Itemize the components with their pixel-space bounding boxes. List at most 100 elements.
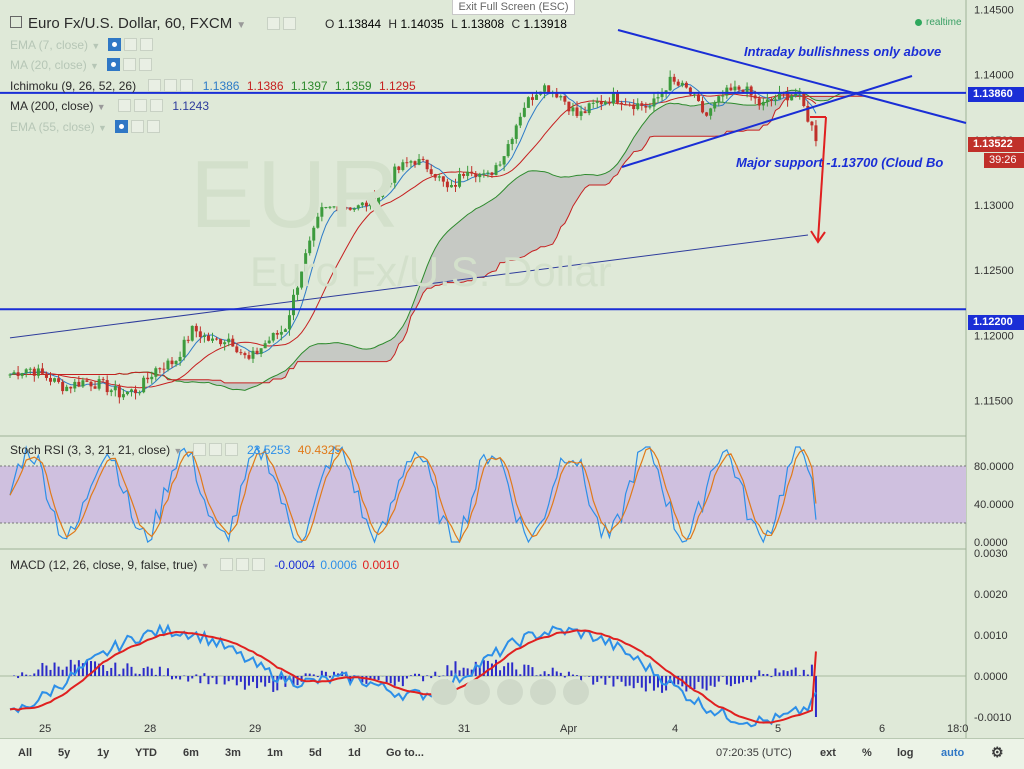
eye-icon[interactable] [114,120,128,133]
candle-body [49,377,52,382]
clock-readout[interactable]: 07:20:35 (UTC) [716,747,792,759]
annotation-support[interactable]: Major support -1.13700 (Cloud Bo [736,155,944,170]
candle-body [790,95,794,101]
candle-body [409,161,413,163]
eye-icon[interactable] [133,99,147,112]
settings-icon[interactable] [148,79,162,92]
range-5d[interactable]: 5d [309,747,322,759]
ext-button[interactable]: ext [820,747,836,759]
indicator-ichimoku[interactable]: Ichimoku (9, 26, 52, 26) 1.1386 1.1386 1… [10,79,416,93]
log-button[interactable]: log [897,747,914,759]
candle-body [219,338,223,345]
goto-button[interactable]: Go to... [386,747,424,759]
indicator-ema55[interactable]: EMA (55, close) ▼ [10,120,160,134]
candle-body [105,380,109,393]
indicator-ma20[interactable]: MA (20, close) ▼ [10,58,152,72]
close-icon[interactable] [252,558,266,571]
chart-canvas[interactable]: 1.145001.140001.135001.130001.125001.120… [0,0,1024,738]
settings-icon[interactable] [122,58,136,71]
candle-body [729,87,733,91]
candle-body [713,102,717,109]
candle-body [61,381,65,392]
candle-body [178,356,182,361]
eye-icon[interactable] [106,58,120,71]
percent-button[interactable]: % [862,747,872,759]
candle-body [441,176,445,182]
candle-body [745,86,749,94]
range-ytd[interactable]: YTD [135,747,157,759]
candle-body [377,196,381,206]
settings-icon[interactable] [124,38,138,51]
close-icon[interactable] [149,99,163,112]
candle-body [421,158,425,160]
scroll-right-icon[interactable] [563,679,589,705]
candle-body [215,338,219,340]
candle-body [684,82,688,88]
candle-body [81,380,85,387]
candle-body [385,184,389,189]
candle-body [721,95,725,97]
macd-hist-value: -0.0004 [274,558,316,572]
candle-body [466,171,470,176]
candle-body [778,92,781,100]
candle-body [174,360,178,365]
annotation-bullish[interactable]: Intraday bullishness only above [744,44,942,59]
settings-icon[interactable] [267,17,281,30]
chevron-down-icon[interactable]: ▼ [236,20,247,31]
x-tick-4: 4 [672,723,679,735]
reset-icon[interactable] [497,679,523,705]
zoom-in-icon[interactable] [530,679,556,705]
range-1y[interactable]: 1y [97,747,110,759]
range-all[interactable]: All [18,747,33,759]
zoom-out-icon[interactable] [464,679,490,705]
settings-icon[interactable] [130,120,144,133]
ohlc-readout: O 1.13844 H 1.14035 L 1.13808 C 1.13918 [325,17,571,31]
close-icon[interactable] [138,58,152,71]
candle-body [356,205,360,209]
stoch-label[interactable]: Stoch RSI (3, 3, 21, 21, close) [10,443,171,457]
candle-body [733,86,737,91]
eye-icon[interactable] [208,443,222,456]
range-3m[interactable]: 3m [225,747,241,759]
indicator-ema7[interactable]: EMA (7, close) ▼ [10,38,154,52]
x-tick-6: 6 [879,723,886,735]
candle-body [389,182,393,185]
candle-body [656,97,660,99]
macd-label[interactable]: MACD (12, 26, close, 9, false, true) [10,558,198,572]
exit-fullscreen-button[interactable]: Exit Full Screen (ESC) [452,0,575,15]
candle-body [364,202,368,207]
symbol-title[interactable]: Euro Fx/U.S. Dollar, 60, FXCM [28,15,233,32]
candle-body [425,159,429,170]
ichimoku-value-lead1: 1.1359 [334,79,372,93]
indicator-ma200[interactable]: MA (200, close) ▼ 1.1243 [10,99,210,113]
eye-icon[interactable] [108,38,122,51]
candle-body [518,116,522,126]
range-1d[interactable]: 1d [348,747,361,759]
candle-body [186,339,190,341]
candle-body [458,173,462,187]
settings-icon[interactable] [117,99,131,112]
eye-icon[interactable] [164,79,178,92]
candle-body [571,107,575,112]
candle-body [462,173,466,176]
status-dot-icon [915,18,922,26]
scroll-left-icon[interactable] [431,679,457,705]
close-icon[interactable] [224,443,238,456]
eye-icon[interactable] [236,558,250,571]
auto-button[interactable]: auto [941,747,965,759]
gear-icon[interactable]: ⚙ [991,744,1004,760]
settings-icon[interactable] [192,443,206,456]
range-6m[interactable]: 6m [183,747,199,759]
candle-body [587,103,591,114]
close-icon[interactable] [283,17,297,30]
close-icon[interactable] [180,79,194,92]
range-1m[interactable]: 1m [267,747,283,759]
candle-body [773,99,777,101]
settings-icon[interactable] [220,558,234,571]
candle-body [575,107,579,116]
close-icon[interactable] [146,120,160,133]
collapse-icon[interactable] [10,16,22,28]
range-5y[interactable]: 5y [58,747,71,759]
close-icon[interactable] [140,38,154,51]
price-tick: 1.12500 [974,265,1014,277]
